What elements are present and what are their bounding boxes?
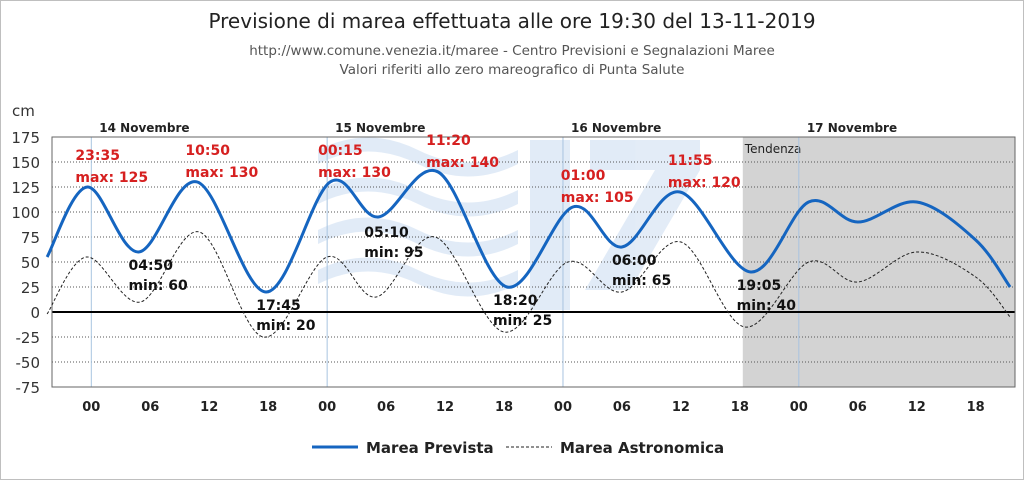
high-tide-value: max: 130 bbox=[318, 165, 391, 181]
x-tick-label: 18 bbox=[259, 400, 277, 415]
low-tide-value: min: 20 bbox=[256, 318, 316, 334]
low-tide-time: 06:00 bbox=[612, 253, 657, 269]
high-tide-time: 11:55 bbox=[668, 153, 713, 169]
x-tick-label: 18 bbox=[731, 400, 749, 415]
x-tick-label: 06 bbox=[613, 400, 631, 415]
low-tide-value: min: 40 bbox=[737, 298, 797, 314]
y-tick-label: 150 bbox=[11, 154, 40, 172]
x-tick-label: 06 bbox=[377, 400, 395, 415]
x-tick-label: 12 bbox=[200, 400, 218, 415]
low-tide-value: min: 60 bbox=[128, 278, 188, 294]
x-tick-label: 00 bbox=[790, 400, 808, 415]
y-tick-label: 0 bbox=[30, 304, 40, 322]
x-tick-label: 00 bbox=[554, 400, 572, 415]
chart-source: http://www.comune.venezia.it/maree - Cen… bbox=[249, 43, 775, 59]
high-tide-time: 01:00 bbox=[561, 168, 606, 184]
x-tick-label: 06 bbox=[141, 400, 159, 415]
y-axis-label: cm bbox=[12, 102, 35, 120]
y-tick-label: -50 bbox=[16, 354, 41, 372]
low-tide-value: min: 65 bbox=[612, 273, 671, 289]
day-label: 15 Novembre bbox=[335, 121, 425, 135]
chart-title: Previsione di marea effettuata alle ore … bbox=[208, 9, 816, 33]
day-label: 14 Novembre bbox=[99, 121, 189, 135]
high-tide-value: max: 120 bbox=[668, 175, 741, 191]
day-label: 17 Novembre bbox=[807, 121, 897, 135]
y-tick-label: 125 bbox=[11, 179, 40, 197]
astronomical-tide-line bbox=[46, 231, 1011, 338]
x-tick-label: 12 bbox=[672, 400, 690, 415]
y-tick-label: -25 bbox=[16, 329, 41, 347]
high-tide-time: 10:50 bbox=[185, 143, 230, 159]
low-tide-time: 04:50 bbox=[128, 258, 173, 274]
y-tick-label: -75 bbox=[16, 379, 41, 397]
chart-reference: Valori riferiti allo zero mareografico d… bbox=[339, 62, 685, 78]
x-tick-label: 00 bbox=[82, 400, 100, 415]
high-tide-value: max: 105 bbox=[561, 190, 634, 206]
high-tide-time: 11:20 bbox=[426, 133, 471, 149]
day-label: 16 Novembre bbox=[571, 121, 661, 135]
low-tide-value: min: 95 bbox=[364, 245, 423, 261]
high-tide-time: 23:35 bbox=[75, 148, 120, 164]
x-tick-label: 12 bbox=[908, 400, 926, 415]
legend-label-astronomical: Marea Astronomica bbox=[560, 439, 724, 457]
high-tide-value: max: 140 bbox=[426, 155, 499, 171]
x-tick-label: 18 bbox=[967, 400, 985, 415]
x-tick-label: 00 bbox=[318, 400, 336, 415]
high-tide-time: 00:15 bbox=[318, 143, 363, 159]
y-tick-label: 175 bbox=[11, 129, 40, 147]
y-tick-label: 25 bbox=[21, 279, 40, 297]
plot-area-border bbox=[51, 136, 1016, 388]
high-tide-value: max: 125 bbox=[75, 170, 148, 186]
high-tide-value: max: 130 bbox=[185, 165, 258, 181]
forecast-tide-line bbox=[45, 168, 1012, 294]
trend-label: Tendenza bbox=[744, 142, 802, 156]
trend-region bbox=[742, 137, 1015, 387]
low-tide-time: 19:05 bbox=[737, 278, 782, 294]
x-tick-label: 06 bbox=[849, 400, 867, 415]
y-tick-label: 100 bbox=[11, 204, 40, 222]
low-tide-value: min: 25 bbox=[493, 313, 552, 329]
x-tick-label: 12 bbox=[436, 400, 454, 415]
y-tick-label: 50 bbox=[21, 254, 40, 272]
low-tide-time: 18:20 bbox=[493, 293, 538, 309]
legend-label-forecast: Marea Prevista bbox=[366, 439, 494, 457]
low-tide-time: 17:45 bbox=[256, 298, 301, 314]
low-tide-time: 05:10 bbox=[364, 225, 409, 241]
y-tick-label: 75 bbox=[21, 229, 40, 247]
x-tick-label: 18 bbox=[495, 400, 513, 415]
